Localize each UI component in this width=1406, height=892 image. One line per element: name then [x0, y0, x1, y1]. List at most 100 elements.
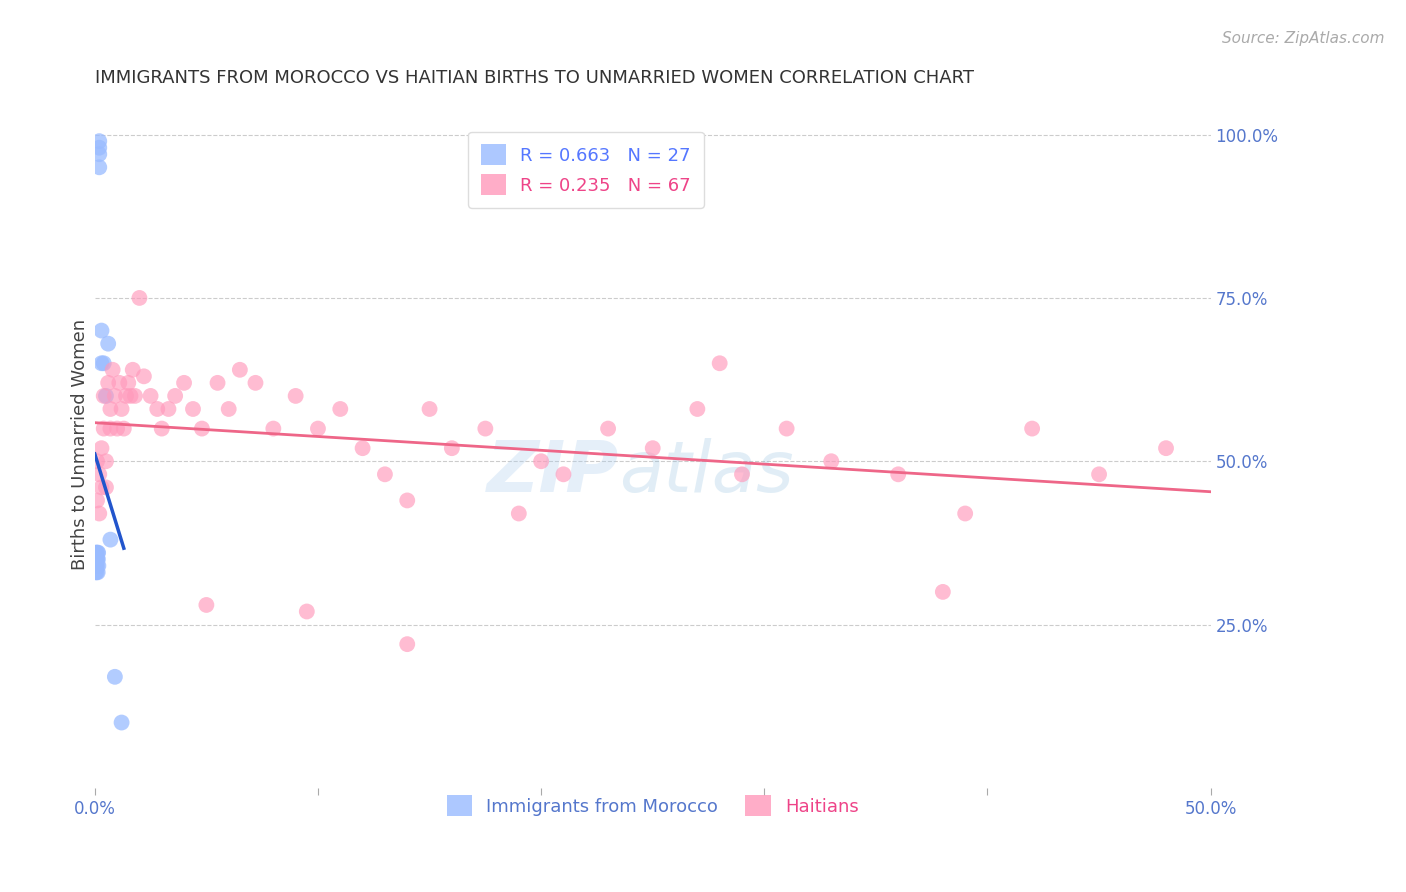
Point: [90, 441, 112, 455]
Point: [93, 421, 115, 435]
Point: [440, 441, 463, 455]
Point: [94, 480, 117, 494]
Point: [89, 467, 111, 482]
Point: [86, 546, 108, 560]
Point: [284, 389, 307, 403]
Point: [530, 454, 553, 468]
Point: [121, 363, 143, 377]
Point: [124, 389, 146, 403]
Point: [94, 454, 117, 468]
Point: [139, 389, 162, 403]
Point: [474, 421, 496, 435]
Point: [104, 670, 127, 684]
Point: [100, 533, 122, 547]
Point: [218, 402, 240, 417]
Point: [104, 389, 127, 403]
Text: atlas: atlas: [619, 438, 794, 507]
Point: [94, 389, 117, 403]
Text: IMMIGRANTS FROM MOROCCO VS HAITIAN BIRTHS TO UNMARRIED WOMEN CORRELATION CHART: IMMIGRANTS FROM MOROCCO VS HAITIAN BIRTH…: [94, 69, 974, 87]
Point: [191, 421, 214, 435]
Point: [93, 356, 115, 370]
Point: [396, 493, 419, 508]
Legend: Immigrants from Morocco, Haitians: Immigrants from Morocco, Haitians: [440, 789, 866, 823]
Point: [90, 324, 112, 338]
Point: [1021, 421, 1043, 435]
Text: ZIP: ZIP: [486, 438, 619, 507]
Point: [108, 376, 131, 390]
Point: [115, 389, 138, 403]
Point: [229, 363, 252, 377]
Point: [1154, 441, 1177, 455]
Point: [820, 454, 842, 468]
Point: [731, 467, 754, 482]
Point: [117, 376, 139, 390]
Point: [84, 558, 107, 573]
Point: [97, 336, 120, 351]
Point: [181, 402, 204, 417]
Point: [352, 441, 374, 455]
Point: [86, 546, 108, 560]
Point: [953, 507, 976, 521]
Point: [100, 421, 122, 435]
Point: [105, 421, 128, 435]
Point: [195, 598, 218, 612]
Point: [89, 161, 111, 175]
Point: [157, 402, 180, 417]
Point: [93, 389, 115, 403]
Point: [245, 376, 267, 390]
Point: [90, 480, 112, 494]
Point: [86, 566, 108, 580]
Point: [89, 147, 111, 161]
Point: [329, 402, 352, 417]
Point: [87, 546, 110, 560]
Point: [100, 402, 122, 417]
Point: [709, 356, 731, 370]
Point: [207, 376, 229, 390]
Point: [262, 421, 284, 435]
Point: [396, 637, 419, 651]
Point: [132, 369, 155, 384]
Point: [932, 585, 955, 599]
Point: [86, 454, 108, 468]
Point: [173, 376, 195, 390]
Point: [641, 441, 664, 455]
Point: [86, 558, 108, 573]
Point: [86, 552, 108, 566]
Point: [112, 421, 135, 435]
Point: [84, 566, 107, 580]
Point: [110, 715, 132, 730]
Point: [89, 507, 111, 521]
Point: [553, 467, 575, 482]
Point: [86, 566, 108, 580]
Point: [84, 552, 107, 566]
Point: [1088, 467, 1111, 482]
Point: [84, 552, 107, 566]
Point: [419, 402, 441, 417]
Point: [596, 421, 619, 435]
Point: [307, 421, 329, 435]
Point: [165, 389, 187, 403]
Point: [120, 389, 142, 403]
Point: [86, 493, 108, 508]
Point: [150, 421, 173, 435]
Point: [86, 552, 108, 566]
Point: [686, 402, 709, 417]
Point: [374, 467, 396, 482]
Point: [887, 467, 910, 482]
Point: [128, 291, 150, 305]
Point: [146, 402, 169, 417]
Point: [110, 402, 132, 417]
Point: [90, 356, 112, 370]
Point: [508, 507, 530, 521]
Point: [89, 141, 111, 155]
Y-axis label: Births to Unmarried Women: Births to Unmarried Women: [72, 319, 89, 571]
Point: [775, 421, 797, 435]
Point: [89, 134, 111, 148]
Point: [87, 558, 110, 573]
Point: [97, 376, 120, 390]
Point: [295, 605, 318, 619]
Point: [87, 552, 110, 566]
Point: [101, 363, 124, 377]
Text: Source: ZipAtlas.com: Source: ZipAtlas.com: [1222, 31, 1385, 46]
Point: [84, 546, 107, 560]
